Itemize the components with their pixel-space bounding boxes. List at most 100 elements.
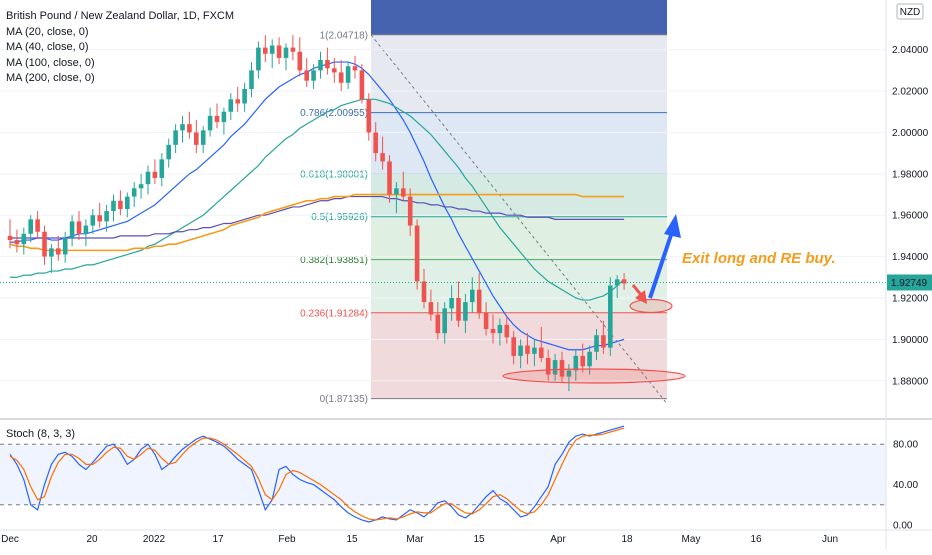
blue-arrow-head	[664, 214, 681, 238]
fib-level-label: 0.786(2.00955)	[300, 108, 368, 119]
candle-body	[394, 188, 399, 195]
candle-body	[166, 144, 171, 160]
fib-band	[371, 216, 667, 260]
chart-legend: British Pound / New Zealand Dollar, 1D, …	[6, 9, 234, 87]
fib-level-label: 0.618(1.98001)	[300, 169, 368, 180]
candle-body	[283, 47, 289, 58]
fib-level-label: 0.382(1.93851)	[300, 255, 368, 266]
candle-body	[470, 289, 475, 303]
candle-body	[311, 70, 316, 81]
candle-body	[173, 130, 178, 145]
candle-body	[476, 289, 482, 313]
candle-body	[104, 211, 109, 222]
candle-body	[214, 115, 220, 123]
candle-body	[263, 47, 268, 54]
candle-body	[497, 324, 503, 334]
candle-body	[90, 215, 96, 226]
fib-level-label: 0(1.87135)	[320, 394, 368, 405]
candle-body	[56, 248, 61, 255]
x-tick-label: Apr	[550, 534, 566, 545]
legend-title[interactable]: British Pound / New Zealand Dollar, 1D, …	[6, 10, 235, 22]
candle-body	[401, 188, 406, 197]
candle-body	[235, 99, 240, 104]
candle-body	[614, 279, 620, 286]
drawings[interactable]: Exit long and RE buy.	[0, 214, 886, 384]
candle-body	[345, 66, 351, 83]
stoch-tick-label: 0.00	[893, 520, 913, 531]
candle-body	[194, 132, 199, 145]
candle-body	[200, 130, 206, 145]
candle-body	[435, 314, 441, 334]
moving-averages	[9, 61, 625, 351]
retest-ellipse	[629, 298, 673, 314]
candle-body	[249, 70, 254, 89]
currency-badge	[896, 3, 924, 20]
candle-body	[325, 60, 330, 69]
candle-body	[76, 221, 82, 234]
stochastic-pane	[0, 425, 886, 523]
fib-band-top	[371, 0, 667, 35]
candle-body	[304, 70, 309, 81]
annotation-text: Exit long and RE buy.	[682, 250, 836, 267]
candle-body	[207, 115, 213, 131]
legend-ma100[interactable]: MA (100, close, 0)	[6, 56, 95, 69]
candle-body	[366, 99, 372, 133]
candle-body	[456, 297, 461, 321]
candle-body	[221, 111, 227, 123]
y-tick-label: 1.98000	[892, 169, 929, 180]
candle-body	[145, 171, 151, 185]
candle-body	[138, 184, 144, 189]
candle-body	[131, 188, 137, 197]
candle-body	[587, 351, 592, 367]
stoch-legend[interactable]: Stoch (8, 3, 3)	[6, 428, 76, 440]
candle-body	[118, 200, 123, 209]
legend-ma20[interactable]: MA (20, close, 0)	[6, 25, 89, 38]
stoch-tick-label: 40.00	[893, 480, 918, 491]
candle-body	[552, 360, 558, 375]
candle-body	[463, 302, 468, 321]
x-tick-label: Dec	[1, 534, 19, 545]
x-tick-label: Mar	[406, 534, 424, 545]
candle-body	[228, 99, 234, 112]
y-tick-label: 1.94000	[892, 252, 929, 263]
fib-trend-line	[370, 34, 668, 404]
candle-body	[559, 360, 565, 377]
candle-body	[69, 221, 75, 238]
candle-body	[601, 335, 606, 348]
fib-band	[371, 112, 667, 174]
support-ellipse	[502, 368, 686, 384]
candle-body	[7, 235, 13, 241]
candle-body	[42, 231, 47, 257]
candle-body	[352, 66, 358, 71]
x-tick-label: 18	[621, 534, 633, 545]
candle-body	[504, 324, 510, 338]
x-tick-label: 20	[86, 534, 98, 545]
x-tick-label: Jun	[822, 534, 838, 545]
fib-level-label: 0.236(1.91284)	[300, 308, 368, 319]
candle-body	[187, 124, 192, 133]
candles	[7, 35, 627, 392]
candle-body	[566, 370, 572, 377]
candle-body	[545, 357, 551, 375]
red-arrow-head	[635, 290, 647, 304]
ma40-line	[10, 98, 625, 301]
candle-body	[414, 225, 420, 282]
candle-body	[159, 159, 165, 178]
x-tick-label: 15	[346, 534, 358, 545]
y-tick-label: 2.00000	[892, 128, 929, 139]
fib-level-label: 0.5(1.95926)	[311, 212, 368, 223]
x-tick-label: Feb	[278, 534, 296, 545]
candle-body	[256, 47, 261, 71]
legend-ma200[interactable]: MA (200, close, 0)	[6, 72, 95, 84]
candle-body	[83, 225, 89, 234]
y-tick-label: 2.04000	[892, 45, 929, 56]
stoch-tick-label: 80.00	[893, 440, 918, 451]
candle-body	[269, 45, 275, 54]
legend-ma40[interactable]: MA (40, close, 0)	[6, 41, 89, 53]
candle-body	[621, 279, 627, 284]
y-tick-label: 1.92000	[892, 293, 929, 304]
candle-body	[511, 337, 516, 356]
